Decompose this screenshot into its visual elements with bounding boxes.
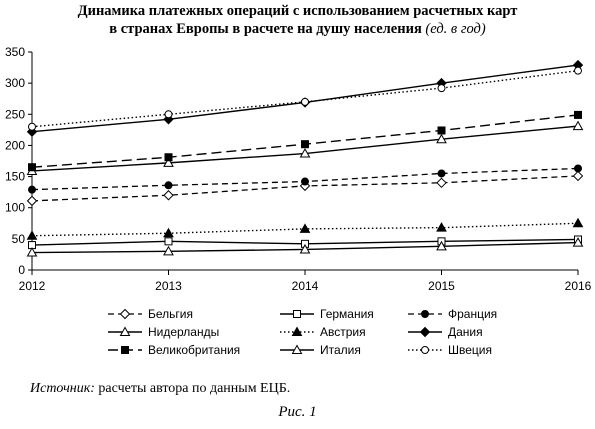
legend-item-7-swatch-marker (121, 346, 129, 354)
source-text: расчеты автора по данным ЕЦБ. (98, 381, 291, 396)
y-tick-label: 100 (5, 201, 25, 215)
x-tick-label: 2016 (565, 279, 592, 293)
series-3-point (164, 181, 173, 190)
y-tick-label: 250 (5, 107, 25, 121)
x-tick-label: 2012 (19, 279, 46, 293)
series-7-point (164, 153, 173, 162)
series-5-point (436, 222, 447, 232)
series-5-point (299, 223, 311, 233)
y-tick-label: 300 (5, 76, 25, 90)
legend-item-2-swatch-marker (293, 310, 301, 318)
figure-caption: Рис. 1 (278, 404, 317, 420)
series-4-point (436, 133, 447, 144)
series-9-point (164, 110, 173, 119)
line-chart: 0 50 100 150 200 250 300 350 2012 2013 2014 2015 201… (5, 45, 592, 357)
y-tick-label: 150 (5, 170, 25, 184)
series-7-point (301, 140, 309, 149)
x-tick-label: 2013 (155, 279, 182, 293)
legend-item-6-label: Дания (448, 325, 483, 339)
series-4-point (572, 120, 584, 131)
series-7-point (28, 163, 36, 172)
series-9-point (301, 97, 309, 106)
legend-item-3-label: Франция (448, 307, 497, 321)
legend-item-9-swatch-marker (421, 346, 429, 354)
chart-title: Динамика платежных операций с использова… (0, 2, 595, 38)
series-8-point (26, 247, 38, 257)
series-8-point (436, 240, 447, 251)
series-8-point (572, 237, 584, 247)
title-unit: (ед. в год) (425, 21, 486, 37)
series-9-point (28, 122, 36, 131)
series-7-point (574, 110, 582, 119)
title-line-2: в странах Европы в расчете на душу насел… (0, 20, 595, 38)
title-line-2-text: в странах Европы в расчете на душу насел… (109, 21, 422, 37)
legend-item-6-swatch-marker (419, 326, 431, 338)
y-tick-label: 50 (12, 232, 26, 246)
series-9-line (31, 69, 579, 128)
y-tick-label: 350 (5, 45, 25, 59)
legend: Бельгия Германия Франция Нидерланды Австрия Д… (108, 307, 497, 357)
series-3-point (301, 177, 309, 186)
series-6-point (26, 126, 38, 137)
series-3-point (437, 169, 446, 178)
legend-item-1-swatch-marker (119, 308, 131, 320)
legend-item-8-label: Италия (320, 343, 361, 357)
y-tick-label: 200 (5, 138, 25, 152)
source-label: Источник: (30, 381, 95, 396)
title-line-1: Динамика платежных операций с использова… (77, 3, 518, 19)
series-1-point (436, 177, 447, 189)
series-1-point (163, 190, 174, 201)
source-note: Источник: расчеты автора по данным ЕЦБ. (30, 381, 290, 397)
legend-item-5-swatch-marker (291, 326, 303, 336)
series-2-point (164, 237, 173, 246)
series-4-point (299, 148, 311, 158)
series-9-point (574, 66, 582, 75)
series-9-point (437, 84, 446, 93)
series-7-point (437, 126, 446, 135)
series-1-point (26, 195, 38, 207)
legend-item-9-label: Швеция (448, 343, 492, 357)
series-8-point (163, 245, 174, 256)
x-tick-label: 2014 (292, 279, 319, 293)
axes: 0 50 100 150 200 250 300 350 2012 2013 2014 2015 201… (5, 45, 592, 293)
legend-item-2-label: Германия (320, 307, 374, 321)
y-tick-label: 0 (18, 263, 25, 277)
x-tick-label: 2015 (428, 279, 455, 293)
series-5-point (572, 217, 584, 228)
series-5-point (163, 227, 174, 238)
series-8-point (299, 243, 311, 254)
legend-item-3-swatch-marker (421, 310, 429, 318)
series-1-point (572, 170, 584, 182)
legend-item-5-label: Австрия (320, 325, 366, 339)
legend-item-8-swatch-marker (291, 344, 303, 354)
legend-item-4-label: Нидерланды (148, 325, 219, 339)
legend-item-1-label: Бельгия (148, 307, 193, 321)
legend-item-7-label: Великобритания (148, 343, 240, 357)
legend-item-4-swatch-marker (119, 326, 131, 336)
series-3-point (574, 164, 582, 173)
series-lines (26, 59, 584, 257)
series-3-point (28, 185, 36, 194)
series-5-point (26, 230, 38, 240)
series-4-point (163, 157, 174, 167)
